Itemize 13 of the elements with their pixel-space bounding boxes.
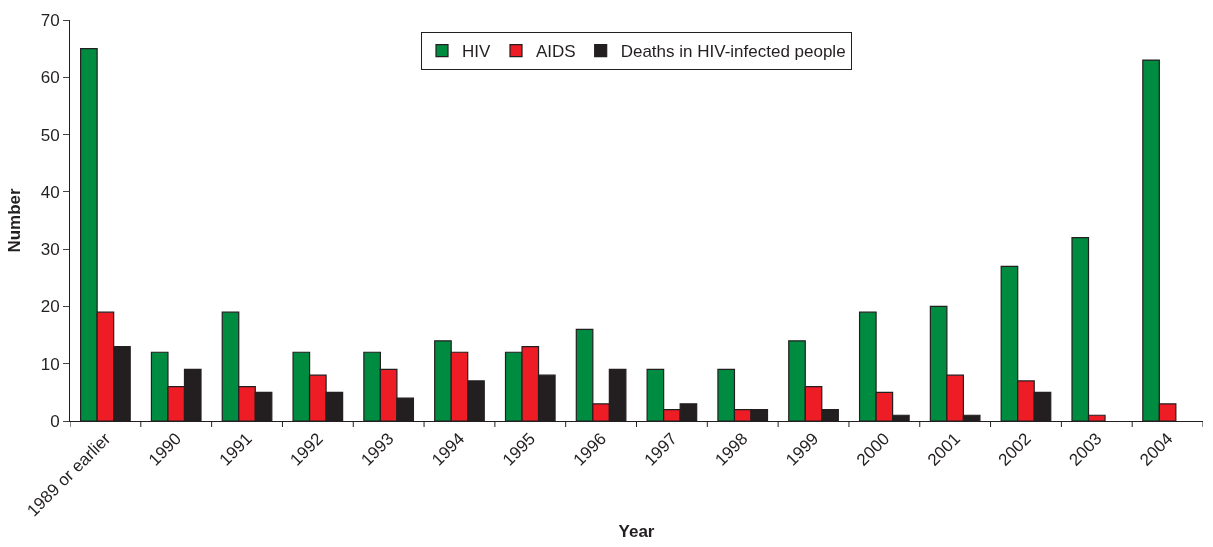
y-tick-label: 50	[40, 125, 60, 145]
y-tick-label: 10	[40, 354, 60, 374]
y-tick-label: 40	[40, 182, 60, 202]
y-axis-title: Number	[5, 188, 25, 253]
y-tick-label: 70	[40, 10, 60, 30]
y-tick-label: 20	[40, 297, 60, 317]
y-tick-label: 60	[40, 68, 60, 88]
legend-label: Deaths in HIV-infected people	[620, 42, 846, 62]
legend-label: AIDS	[536, 42, 576, 62]
x-axis-title: Year	[618, 521, 655, 541]
y-tick-label: 30	[40, 240, 60, 260]
y-tick-label: 0	[50, 411, 60, 431]
legend-label: HIV	[462, 42, 491, 62]
